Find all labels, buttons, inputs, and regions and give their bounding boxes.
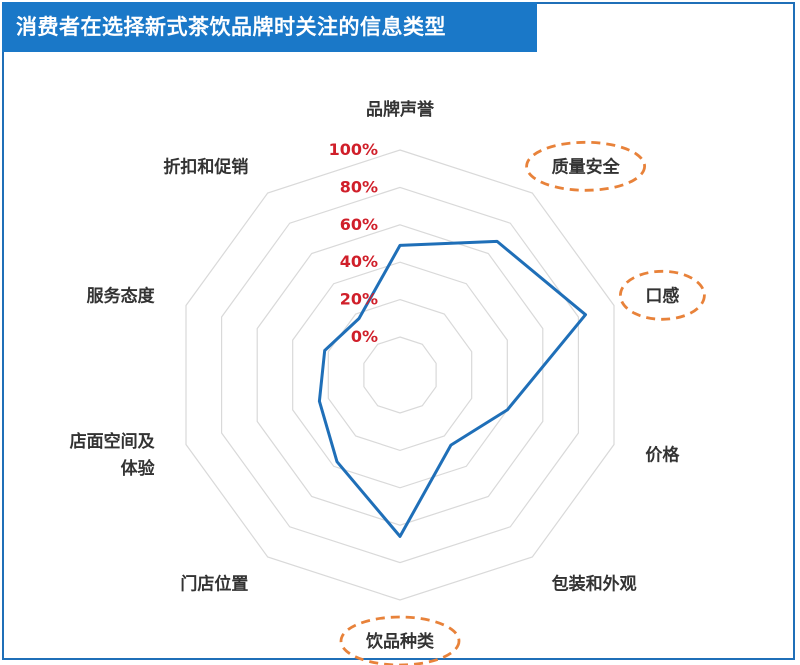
grid-ring	[292, 261, 508, 489]
tick-label: 100%	[329, 140, 378, 159]
axis-label: 折扣和促销	[163, 156, 248, 177]
highlight-ellipse	[525, 140, 646, 192]
highlight-ellipse	[619, 269, 706, 321]
axis-label: 包装和外观	[552, 574, 637, 595]
grid-ring	[327, 298, 473, 452]
radar-grid	[185, 149, 615, 601]
axis-label: 价格	[645, 445, 680, 466]
axis-label: 质量安全	[552, 156, 621, 177]
series-layer	[317, 239, 587, 538]
grid-ring	[185, 149, 615, 601]
axis-label: 饮品种类	[365, 631, 435, 652]
tick-label: 60%	[340, 215, 378, 234]
grid-ring	[363, 336, 437, 414]
axis-label: 门店位置	[180, 574, 248, 595]
radial-ticks: 0% 20% 40% 60% 80% 100%	[329, 140, 378, 346]
highlight-layer	[339, 140, 706, 665]
tick-label: 0%	[351, 327, 378, 346]
series-line	[317, 239, 587, 538]
grid-ring	[221, 186, 580, 564]
tick-label: 40%	[340, 252, 378, 271]
chart-title: 消费者在选择新式茶饮品牌时关注的信息类型	[2, 2, 537, 52]
axis-label: 店面空间及体验	[70, 431, 156, 479]
grid-ring	[256, 224, 544, 526]
axis-label: 口感	[645, 285, 679, 306]
axis-label: 品牌声誉	[366, 99, 435, 120]
highlight-ellipse	[339, 615, 461, 665]
tick-label: 20%	[340, 290, 378, 309]
axis-label: 服务态度	[87, 285, 156, 306]
tick-label: 80%	[340, 177, 378, 196]
